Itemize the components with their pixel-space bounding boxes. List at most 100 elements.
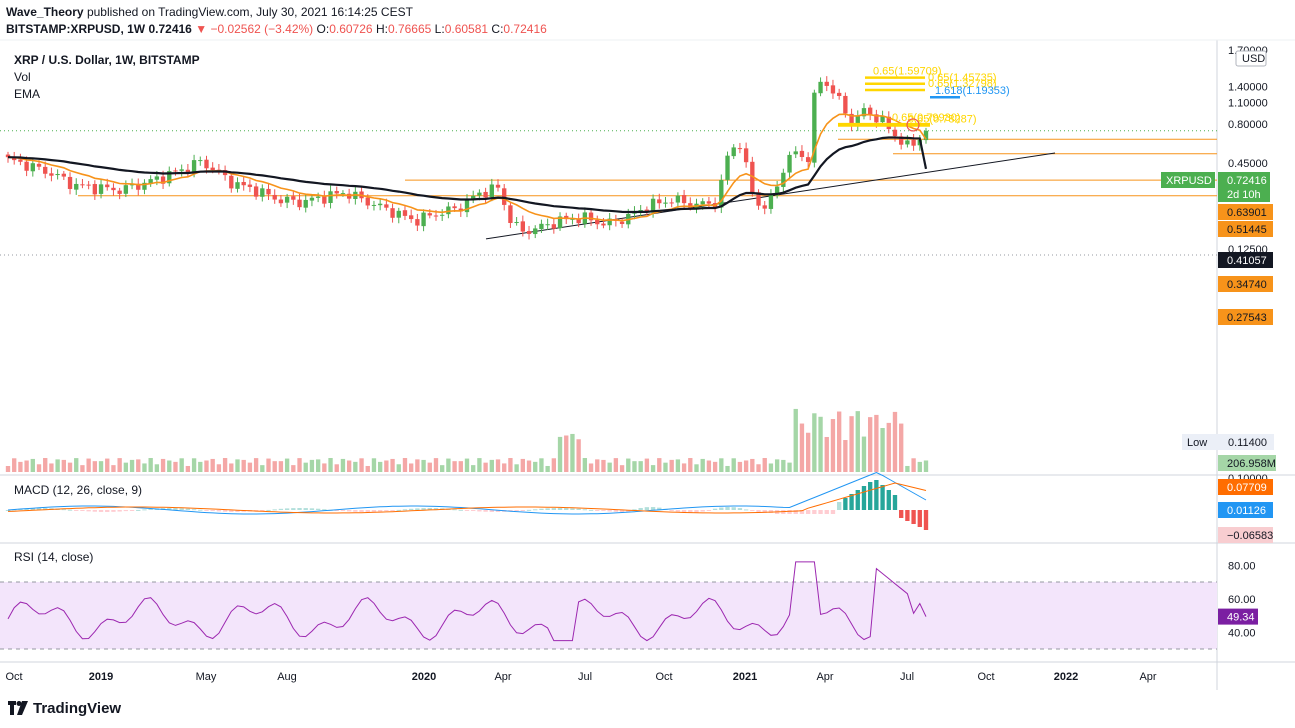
macd-hist-bar	[706, 510, 712, 511]
volume-bar	[570, 433, 575, 472]
macd-hist-bar	[371, 510, 377, 512]
price-tick-label: 0.80000	[1228, 119, 1268, 131]
macd-hist-bar	[539, 508, 544, 510]
volume-bar	[340, 458, 346, 472]
macd-hist-bar	[681, 510, 687, 513]
candle-body	[266, 188, 271, 195]
low-badge-label: Low	[1187, 437, 1207, 449]
volume-bar	[334, 464, 339, 472]
candle-body	[539, 223, 544, 230]
macd-hist-bar	[756, 510, 761, 513]
macd-hist-bar	[669, 510, 674, 511]
candle-body	[824, 81, 829, 86]
time-tick-label: Oct	[5, 671, 22, 683]
time-tick-label: Jul	[900, 671, 914, 683]
macd-hist-bar	[191, 509, 197, 511]
volume-bar	[253, 458, 259, 472]
volume-bar	[613, 458, 619, 472]
volume-bar	[917, 461, 922, 472]
candle-body	[24, 161, 29, 171]
candle-body	[446, 206, 451, 215]
ohlc-line: BITSTAMP:XRPUSD, 1W 0.72416 ▼ −0.02562 (…	[6, 22, 547, 36]
candle-body	[36, 163, 42, 167]
candle-body	[247, 184, 253, 187]
macd-hist-bar	[229, 510, 234, 512]
volume-bar	[905, 465, 910, 472]
candle-body	[92, 184, 98, 195]
volume-bar	[458, 461, 463, 472]
macd-hist-bar	[148, 508, 153, 510]
volume-bar	[43, 458, 48, 472]
macd-hist-bar	[495, 510, 501, 512]
volume-bar	[489, 459, 494, 472]
macd-hist-bar	[266, 509, 271, 511]
macd-hist-bar	[340, 510, 346, 511]
macd-hist-bar	[427, 508, 432, 510]
macd-hist-bar	[111, 510, 116, 512]
volume-bar	[868, 417, 873, 472]
volume-bar	[756, 464, 761, 472]
ema-legend[interactable]: EMA	[14, 87, 41, 101]
volume-bar	[160, 458, 166, 472]
candle-body	[545, 224, 550, 226]
macd-hist-bar	[67, 509, 73, 511]
macd-hist-bar	[402, 509, 408, 511]
macd-hist-bar	[849, 494, 854, 510]
macd-hist-bar	[309, 508, 315, 510]
candle-body	[154, 176, 160, 180]
volume-bar	[768, 463, 774, 472]
volume-bar	[706, 460, 712, 472]
candle-body	[464, 199, 470, 213]
volume-bar	[92, 461, 98, 472]
volume-bar	[446, 458, 451, 472]
volume-bar	[210, 458, 215, 472]
level-price-text: 0.41057	[1227, 255, 1267, 267]
macd-hist-bar	[409, 508, 414, 510]
candle-body	[74, 183, 79, 190]
macd-hist-bar	[61, 509, 66, 511]
rsi-legend[interactable]: RSI (14, close)	[14, 550, 94, 564]
ema-fast-line	[7, 113, 927, 222]
rsi-tick-label: 60.00	[1228, 594, 1256, 606]
rsi-line	[7, 561, 927, 642]
volume-bar	[142, 463, 147, 472]
volume-bar	[638, 461, 643, 472]
volume-bar	[564, 435, 569, 472]
time-tick-label: Apr	[1139, 671, 1156, 683]
macd-hist-bar	[626, 510, 631, 512]
macd-hist-bar	[923, 510, 929, 530]
volume-bar	[588, 463, 594, 472]
publisher-name[interactable]: Wave_Theory	[6, 5, 84, 19]
candle-body	[787, 154, 792, 173]
volume-badge-text: 206.958M	[1227, 458, 1276, 470]
macd-value-badge	[1218, 479, 1273, 495]
countdown-text: 2d 10h	[1227, 189, 1261, 201]
macd-hist-bar	[762, 510, 767, 513]
macd-hist-bar	[743, 509, 749, 511]
volume-bar	[824, 436, 829, 472]
candle-body	[235, 182, 240, 189]
volume-bar	[353, 461, 358, 472]
candle-body	[588, 212, 594, 221]
macd-hist-bar	[799, 510, 805, 514]
vol-legend[interactable]: Vol	[14, 70, 31, 84]
macd-hist-bar	[92, 510, 98, 512]
candle-body	[421, 212, 426, 227]
volume-bar	[508, 458, 513, 472]
macd-hist-bar	[650, 507, 656, 510]
signal-line	[7, 482, 927, 514]
macd-hist-bar	[526, 509, 532, 511]
volume-bar	[229, 463, 234, 472]
macd-hist-bar	[644, 507, 650, 510]
macd-hist-bar	[179, 508, 184, 510]
macd-legend[interactable]: MACD (12, 26, close, 9)	[14, 483, 143, 497]
macd-value-badge	[1218, 527, 1273, 543]
volume-bar	[818, 416, 823, 472]
candle-body	[49, 173, 54, 176]
candle-body	[86, 184, 91, 186]
candle-body	[526, 231, 532, 234]
tradingview-logo[interactable]: TradingView	[8, 700, 121, 717]
macd-hist-bar	[365, 510, 370, 512]
volume-bar	[204, 460, 209, 472]
